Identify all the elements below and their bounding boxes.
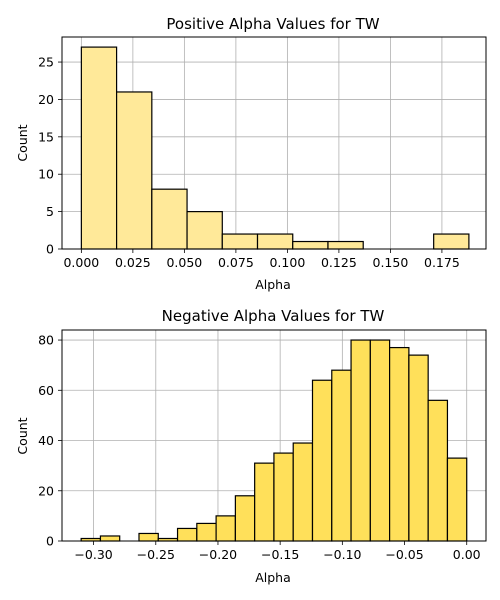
chart-title: Negative Alpha Values for TW bbox=[162, 307, 385, 325]
histogram-bar bbox=[292, 240, 329, 250]
histogram-bar bbox=[256, 233, 294, 250]
histogram-bar bbox=[292, 442, 314, 542]
x-tick-label: −0.10 bbox=[323, 547, 361, 562]
y-tick-label: 25 bbox=[38, 55, 54, 70]
histogram-bar bbox=[408, 354, 429, 542]
y-tick-label: 80 bbox=[38, 333, 54, 348]
histogram-bar bbox=[350, 339, 371, 542]
y-axis-label: Count bbox=[15, 417, 30, 454]
histogram-bar bbox=[433, 233, 470, 250]
histogram-bar bbox=[99, 535, 121, 542]
histogram-bar bbox=[221, 233, 259, 250]
x-tick-label: −0.20 bbox=[199, 547, 237, 562]
axes-frame bbox=[61, 36, 487, 250]
x-axis-ticks: −0.30 −0.25 −0.20 −0.15 −0.10 −0.05 0.00 bbox=[74, 541, 481, 562]
y-tick-label: 20 bbox=[38, 92, 54, 107]
x-axis-ticks: 0.000 0.025 0.050 0.075 0.100 0.125 0.150 0.175 bbox=[63, 249, 460, 270]
histogram-bar bbox=[215, 515, 236, 542]
histogram-bar bbox=[427, 399, 449, 542]
y-tick-label: 10 bbox=[38, 167, 54, 182]
y-tick-label: 60 bbox=[38, 383, 54, 398]
histogram-bar bbox=[369, 339, 391, 542]
x-tick-label: 0.025 bbox=[115, 255, 151, 270]
histogram-bar bbox=[186, 211, 223, 250]
x-tick-label: −0.05 bbox=[385, 547, 423, 562]
x-tick-label: 0.150 bbox=[373, 255, 409, 270]
histogram-bar bbox=[138, 532, 159, 542]
histogram-bar bbox=[446, 457, 468, 542]
chart-title: Positive Alpha Values for TW bbox=[166, 15, 379, 33]
axes-frame bbox=[61, 329, 487, 542]
histogram-bar bbox=[389, 346, 410, 542]
x-tick-label: −0.15 bbox=[261, 547, 299, 562]
histogram-bar bbox=[80, 46, 118, 250]
histogram-bar bbox=[331, 369, 352, 542]
positive-alpha-histogram: Positive Alpha Values for TW 0.000 0.025 0… bbox=[15, 15, 487, 292]
x-tick-label: 0.075 bbox=[218, 255, 254, 270]
y-tick-label: 0 bbox=[46, 534, 54, 549]
x-tick-label: 0.00 bbox=[453, 547, 481, 562]
x-tick-label: 0.050 bbox=[166, 255, 202, 270]
y-tick-label: 0 bbox=[46, 242, 54, 257]
histogram-bar bbox=[196, 522, 217, 542]
histogram-bar bbox=[273, 452, 294, 542]
x-axis-label: Alpha bbox=[255, 277, 291, 292]
x-axis-label: Alpha bbox=[255, 570, 291, 585]
y-axis-ticks: 0 20 40 60 80 bbox=[38, 333, 62, 549]
y-tick-label: 5 bbox=[46, 204, 54, 219]
y-tick-label: 40 bbox=[38, 433, 54, 448]
y-axis-label: Count bbox=[15, 124, 30, 161]
y-tick-label: 20 bbox=[38, 483, 54, 498]
x-tick-label: −0.30 bbox=[74, 547, 112, 562]
x-tick-label: 0.175 bbox=[424, 255, 460, 270]
y-axis-ticks: 0 5 10 15 20 25 bbox=[38, 55, 62, 257]
histogram-bar bbox=[311, 379, 333, 542]
negative-alpha-histogram: Negative Alpha Values for TW −0.30 −0.25−… bbox=[15, 307, 487, 585]
histogram-bar bbox=[115, 91, 153, 250]
histogram-bar bbox=[234, 495, 256, 542]
histogram-bar bbox=[254, 462, 275, 542]
y-tick-label: 15 bbox=[38, 129, 54, 144]
histogram-bar bbox=[327, 240, 364, 250]
histogram-bar bbox=[151, 188, 188, 250]
x-tick-label: 0.100 bbox=[269, 255, 305, 270]
histogram-bar bbox=[176, 527, 198, 542]
x-tick-label: −0.25 bbox=[137, 547, 175, 562]
x-tick-label: 0.000 bbox=[63, 255, 99, 270]
x-tick-label: 0.125 bbox=[321, 255, 357, 270]
